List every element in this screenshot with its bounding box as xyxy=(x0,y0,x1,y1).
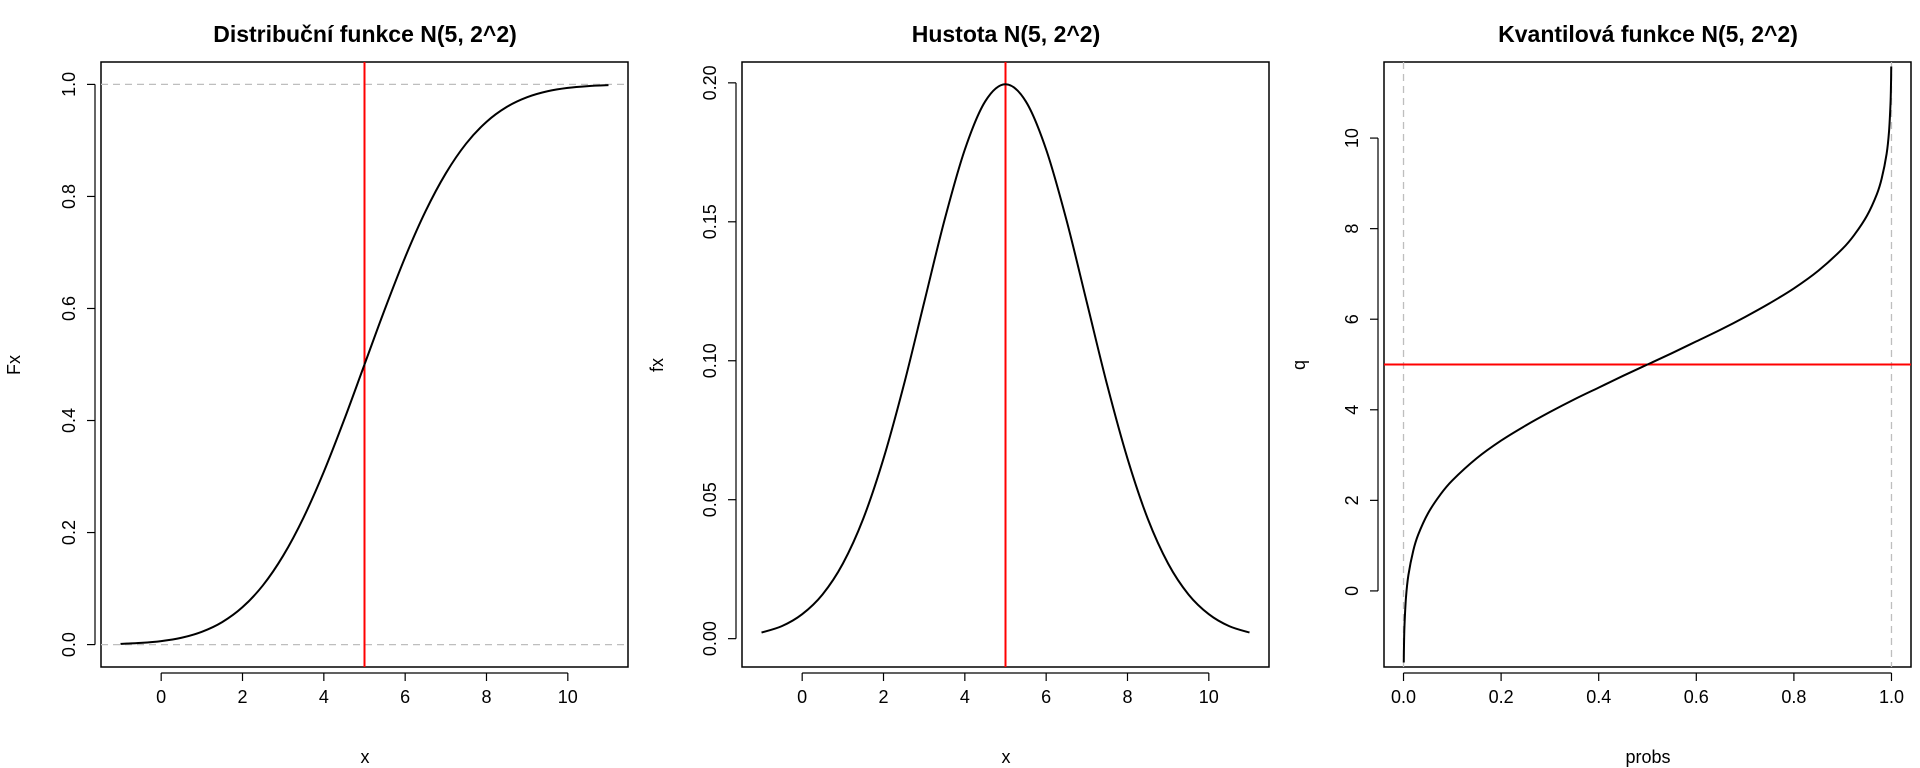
quantile-x-tick-label: 0.6 xyxy=(1684,687,1709,707)
density-y-ticks: 0.00 0.05 0.10 0.15 0.20 xyxy=(700,65,737,656)
cdf-y-tick-label: 0.8 xyxy=(59,184,79,209)
cdf-panel: Distribuční funkce N(5, 2^2) x Fx 0 2 4 6 8 1… xyxy=(4,21,629,767)
density-curve xyxy=(761,83,1250,634)
density-x-tick-label: 6 xyxy=(1041,687,1051,707)
density-x-axis-label: x xyxy=(1002,747,1011,767)
quantile-y-tick-label: 2 xyxy=(1342,495,1362,505)
quantile-y-tick-label: 10 xyxy=(1342,128,1362,148)
cdf-x-axis-label: x xyxy=(361,747,370,767)
density-x-tick-label: 4 xyxy=(960,687,970,707)
cdf-y-tick-label: 0.2 xyxy=(59,520,79,545)
density-x-tick-label: 8 xyxy=(1122,687,1132,707)
cdf-y-axis-label: Fx xyxy=(4,355,24,375)
cdf-y-tick-label: 0.4 xyxy=(59,408,79,433)
quantile-curve xyxy=(1402,66,1893,663)
quantile-y-tick-label: 4 xyxy=(1342,405,1362,415)
quantile-panel: Kvantilová funkce N(5, 2^2) probs q 0.0 0… xyxy=(1289,21,1912,767)
quantile-x-tick-label: 1.0 xyxy=(1879,687,1904,707)
cdf-y-ticks: 0.0 0.2 0.4 0.6 0.8 1.0 xyxy=(59,72,96,657)
quantile-x-ticks: 0.0 0.2 0.4 0.6 0.8 1.0 xyxy=(1391,672,1904,707)
quantile-title: Kvantilová funkce N(5, 2^2) xyxy=(1498,21,1798,47)
density-x-tick-label: 10 xyxy=(1199,687,1219,707)
density-y-tick-label: 0.05 xyxy=(700,482,720,517)
cdf-curve xyxy=(120,84,609,645)
quantile-y-ticks: 0 2 4 6 8 10 xyxy=(1342,128,1379,596)
density-y-tick-label: 0.20 xyxy=(700,65,720,100)
quantile-x-tick-label: 0.4 xyxy=(1586,687,1611,707)
cdf-title: Distribuční funkce N(5, 2^2) xyxy=(213,21,517,47)
cdf-x-tick-label: 8 xyxy=(481,687,491,707)
quantile-x-axis-label: probs xyxy=(1625,747,1670,767)
density-panel: Hustota N(5, 2^2) x fx 0 2 4 6 8 10 0.000.050… xyxy=(647,21,1270,767)
cdf-x-ticks: 0 2 4 6 8 10 xyxy=(156,672,578,707)
density-x-ticks: 0 2 4 6 8 10 xyxy=(797,672,1219,707)
quantile-x-tick-label: 0.8 xyxy=(1781,687,1806,707)
quantile-x-tick-label: 0.0 xyxy=(1391,687,1416,707)
quantile-y-tick-label: 6 xyxy=(1342,314,1362,324)
quantile-y-tick-label: 0 xyxy=(1342,586,1362,596)
quantile-x-tick-label: 0.2 xyxy=(1489,687,1514,707)
quantile-y-tick-label: 8 xyxy=(1342,224,1362,234)
density-x-tick-label: 0 xyxy=(797,687,807,707)
density-x-tick-label: 2 xyxy=(879,687,889,707)
cdf-y-tick-label: 1.0 xyxy=(59,72,79,97)
cdf-x-tick-label: 0 xyxy=(156,687,166,707)
cdf-x-tick-label: 6 xyxy=(400,687,410,707)
quantile-y-axis-label: q xyxy=(1289,360,1309,370)
cdf-y-tick-label: 0.0 xyxy=(59,632,79,657)
density-y-axis-label: fx xyxy=(647,358,667,372)
cdf-x-tick-label: 4 xyxy=(319,687,329,707)
density-y-tick-label: 0.15 xyxy=(700,204,720,239)
density-y-tick-label: 0.00 xyxy=(700,621,720,656)
cdf-x-tick-label: 2 xyxy=(238,687,248,707)
cdf-x-tick-label: 10 xyxy=(558,687,578,707)
density-title: Hustota N(5, 2^2) xyxy=(912,21,1101,47)
cdf-y-tick-label: 0.6 xyxy=(59,296,79,321)
density-y-tick-label: 0.10 xyxy=(700,343,720,378)
